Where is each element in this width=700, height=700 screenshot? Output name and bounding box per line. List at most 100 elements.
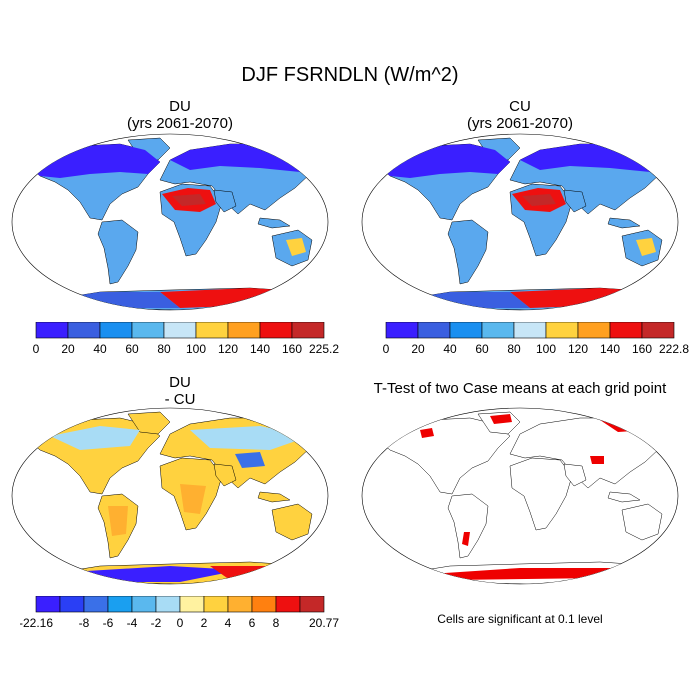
colorbar-swatch bbox=[385, 322, 419, 339]
colorbar-swatch bbox=[59, 596, 85, 613]
colorbar-tick-label: -6 bbox=[103, 616, 114, 630]
colorbar-tick-label: 0 bbox=[383, 342, 390, 356]
map-ttest bbox=[361, 407, 679, 585]
colorbar-swatch bbox=[83, 596, 109, 613]
colorbar-swatch bbox=[449, 322, 483, 339]
colorbar-tick-label: 20 bbox=[411, 342, 425, 356]
colorbar-tick-label: -8 bbox=[79, 616, 90, 630]
panel-cu-years: (yrs 2061-2070) bbox=[467, 115, 573, 132]
colorbar-swatch bbox=[251, 596, 277, 613]
map-cu bbox=[361, 133, 679, 311]
colorbar-swatch bbox=[35, 596, 61, 613]
significant-cells-canada bbox=[420, 428, 434, 438]
canada-mixed-region bbox=[50, 426, 140, 450]
map-du bbox=[11, 133, 329, 311]
colorbar-tick-label: 80 bbox=[507, 342, 521, 356]
colorbar-swatch bbox=[609, 322, 643, 339]
colorbar-du-boxes bbox=[35, 322, 325, 339]
panel-ttest-title: T-Test of two Case means at each grid po… bbox=[373, 380, 667, 397]
colorbar-tick-label: 140 bbox=[250, 342, 270, 356]
colorbar-tick-label: 8 bbox=[273, 616, 280, 630]
panel-diff-title: DU - CU bbox=[20, 374, 340, 408]
colorbar-tick-label: 222.8 bbox=[659, 342, 689, 356]
colorbar-cu-labels: 0 20 40 60 80 100 120 140 160 222.8 bbox=[383, 342, 690, 356]
colorbar-swatch bbox=[417, 322, 451, 339]
significant-cells-greenland bbox=[490, 414, 512, 424]
colorbar-tick-label: 120 bbox=[218, 342, 238, 356]
colorbar-swatch bbox=[227, 596, 253, 613]
colorbar-tick-label: -2 bbox=[151, 616, 162, 630]
colorbar-tick-label: -4 bbox=[127, 616, 138, 630]
colorbar-tick-label: 160 bbox=[632, 342, 652, 356]
colorbar-swatch bbox=[291, 322, 325, 339]
colorbar-tick-label: 140 bbox=[600, 342, 620, 356]
colorbar-swatch bbox=[299, 596, 325, 613]
panel-du-years: (yrs 2061-2070) bbox=[127, 115, 233, 132]
colorbar-tick-label: 120 bbox=[568, 342, 588, 356]
colorbar-tick-label: -22.16 bbox=[20, 616, 53, 630]
significant-cells-asia bbox=[590, 456, 604, 464]
colorbar-tick-label: 160 bbox=[282, 342, 302, 356]
colorbar-tick-label: 100 bbox=[186, 342, 206, 356]
significant-cells-antarctica bbox=[430, 568, 620, 580]
colorbar-swatch bbox=[107, 596, 133, 613]
colorbar-tick-label: 4 bbox=[225, 616, 232, 630]
figure-title: DJF FSRNDLN (W/m^2) bbox=[241, 64, 459, 86]
colorbar-swatch bbox=[577, 322, 611, 339]
south-america-mixed bbox=[108, 506, 128, 536]
colorbar-swatch bbox=[641, 322, 675, 339]
panel-diff-name: DU bbox=[169, 374, 191, 391]
colorbar-tick-label: 0 bbox=[33, 342, 40, 356]
colorbar-tick-label: 40 bbox=[443, 342, 457, 356]
sahara-core bbox=[172, 194, 206, 206]
colorbar-tick-label: 20 bbox=[61, 342, 75, 356]
colorbar-tick-label: 60 bbox=[475, 342, 489, 356]
colorbar-cu-boxes bbox=[385, 322, 675, 339]
colorbar-tick-label: 0 bbox=[177, 616, 184, 630]
colorbar-swatch bbox=[163, 322, 197, 339]
antarctica-hot-region bbox=[510, 288, 660, 308]
colorbar-swatch bbox=[35, 322, 69, 339]
map-diff bbox=[11, 407, 329, 585]
colorbar-tick-label: 225.2 bbox=[309, 342, 339, 356]
colorbar-tick-label: 20.77 bbox=[309, 616, 339, 630]
colorbar-swatch bbox=[67, 322, 101, 339]
canada-cold-region bbox=[30, 144, 160, 178]
colorbar-swatch bbox=[195, 322, 229, 339]
colorbar-swatch bbox=[155, 596, 181, 613]
antarctica-ocean-rim bbox=[50, 292, 180, 308]
africa-mixed bbox=[180, 484, 206, 514]
colorbar-swatch bbox=[227, 322, 261, 339]
colorbar-tick-label: 2 bbox=[201, 616, 208, 630]
panel-cu-name: CU bbox=[509, 98, 531, 115]
colorbar-swatch bbox=[99, 322, 133, 339]
significant-cells-south-america bbox=[462, 532, 470, 546]
colorbar-diff-labels: -22.16 -8 -6 -4 -2 0 2 4 6 8 20.77 bbox=[20, 616, 339, 630]
panel-cu-title: CU (yrs 2061-2070) bbox=[360, 98, 680, 132]
significance-note: Cells are significant at 0.1 level bbox=[437, 612, 603, 626]
panel-diff-subtitle: - CU bbox=[164, 391, 196, 408]
colorbar-tick-label: 80 bbox=[157, 342, 171, 356]
colorbar-tick-label: 6 bbox=[249, 616, 256, 630]
colorbar-swatch bbox=[131, 596, 157, 613]
colorbar-swatch bbox=[481, 322, 515, 339]
australia-warm bbox=[636, 238, 656, 256]
colorbar-du: 0 20 40 60 80 100 120 140 160 225.2 bbox=[33, 322, 340, 356]
panel-du-name: DU bbox=[169, 98, 191, 115]
colorbar-tick-label: 60 bbox=[125, 342, 139, 356]
colorbar-diff-boxes bbox=[35, 596, 325, 613]
colorbar-swatch bbox=[131, 322, 165, 339]
colorbar-du-labels: 0 20 40 60 80 100 120 140 160 225.2 bbox=[33, 342, 340, 356]
colorbar-swatch bbox=[259, 322, 293, 339]
colorbar-tick-label: 100 bbox=[536, 342, 556, 356]
canada-cold-region bbox=[380, 144, 510, 178]
colorbar-cu: 0 20 40 60 80 100 120 140 160 222.8 bbox=[383, 322, 690, 356]
sahara-core bbox=[522, 194, 556, 206]
colorbar-diff: -22.16 -8 -6 -4 -2 0 2 4 6 8 20.77 bbox=[20, 596, 339, 630]
australia-warm bbox=[286, 238, 306, 256]
colorbar-swatch bbox=[203, 596, 229, 613]
panel-du-title: DU (yrs 2061-2070) bbox=[20, 98, 340, 132]
antarctica-hot-region bbox=[160, 288, 310, 308]
central-asia-negative bbox=[235, 452, 265, 468]
colorbar-swatch bbox=[179, 596, 205, 613]
